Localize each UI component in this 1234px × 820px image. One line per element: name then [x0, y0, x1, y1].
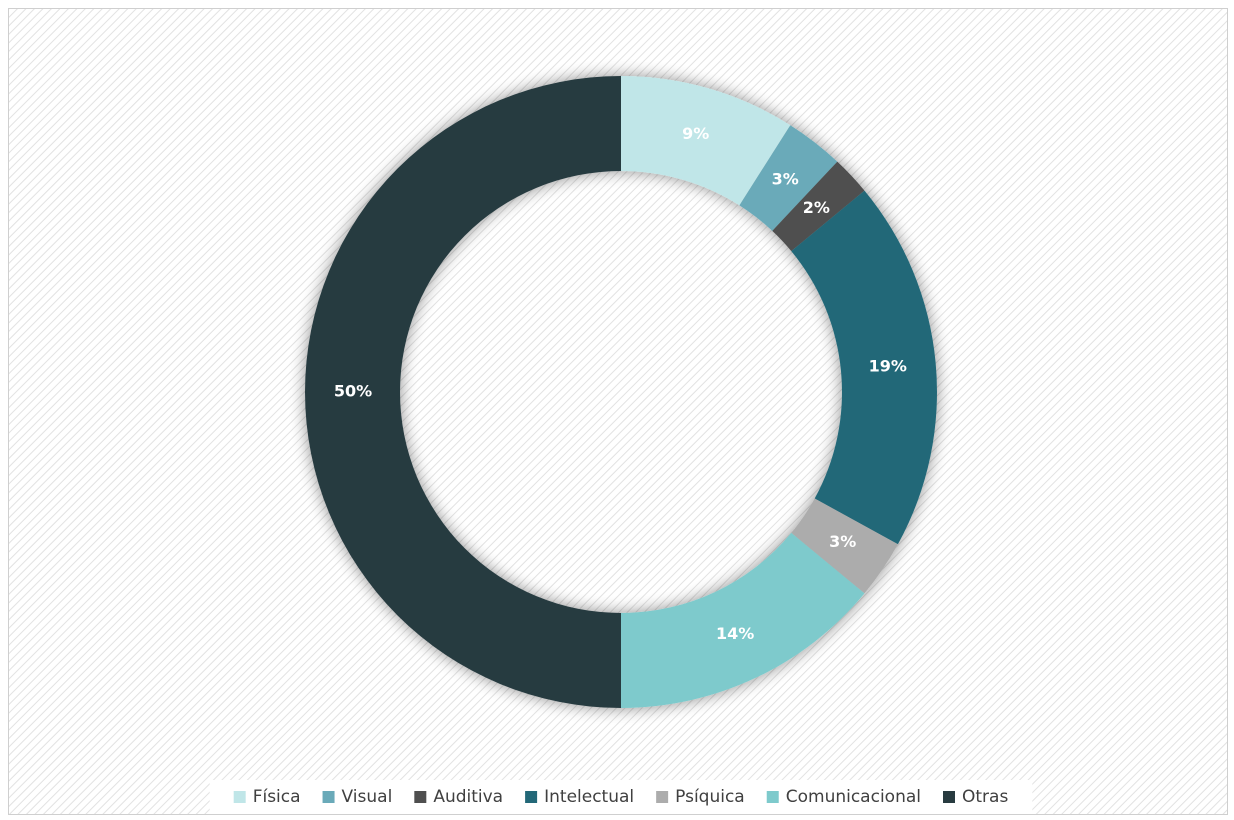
data-label: 9% — [682, 124, 709, 143]
data-label: 2% — [803, 198, 830, 217]
legend-swatch — [943, 791, 955, 803]
donut — [305, 76, 938, 708]
slice — [621, 532, 865, 708]
slice — [739, 125, 838, 231]
legend-label: Visual — [342, 787, 393, 807]
data-label: 3% — [829, 532, 856, 551]
slice — [621, 76, 791, 206]
legend-label: Física — [253, 787, 301, 807]
legend-label: Intelectual — [544, 787, 634, 807]
data-label: 50% — [334, 382, 372, 401]
legend-swatch — [656, 791, 669, 803]
legend-swatch — [233, 791, 246, 803]
data-label: 14% — [716, 624, 754, 643]
slice — [791, 190, 938, 545]
legend-box — [209, 780, 1033, 814]
legend-swatch — [525, 791, 538, 803]
legend-label: Auditiva — [433, 787, 503, 807]
legend-label: Comunicacional — [786, 787, 921, 807]
legend-swatch — [414, 791, 427, 803]
slice — [772, 161, 865, 252]
legend-swatch — [766, 791, 779, 803]
legend-label: Psíquica — [675, 787, 745, 807]
data-label: 3% — [772, 170, 799, 189]
data-label: 19% — [869, 356, 907, 375]
legend-swatch — [322, 791, 335, 803]
legend-label: Otras — [962, 787, 1008, 807]
slice — [791, 498, 898, 594]
slice — [305, 76, 621, 708]
